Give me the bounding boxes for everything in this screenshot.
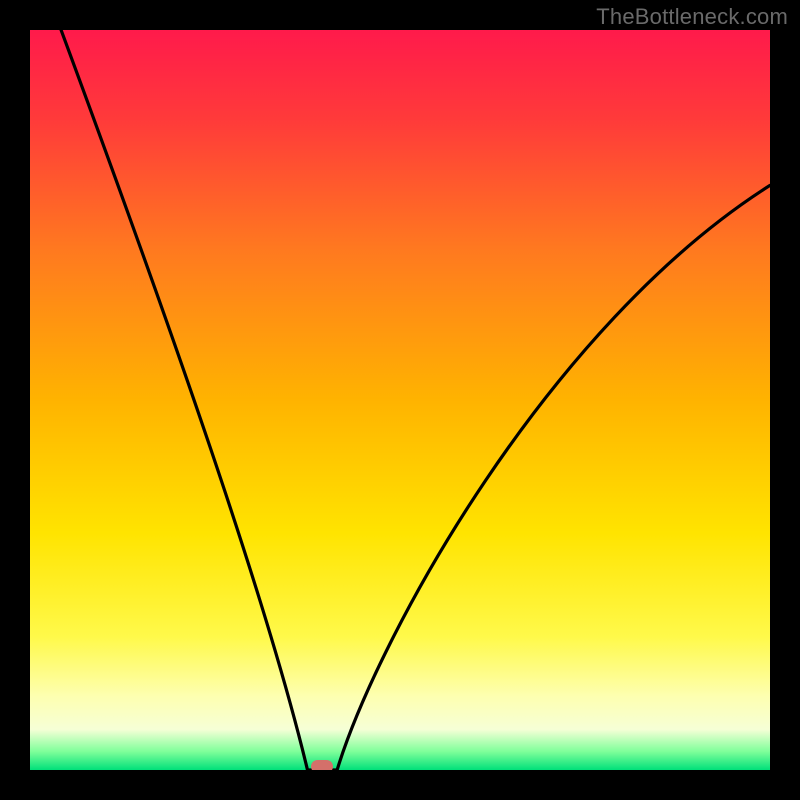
plot-area bbox=[30, 30, 770, 770]
bottleneck-curve-svg bbox=[30, 30, 770, 770]
minimum-marker bbox=[311, 760, 333, 771]
bottleneck-curve-path bbox=[61, 30, 770, 770]
watermark-text: TheBottleneck.com bbox=[596, 4, 788, 30]
